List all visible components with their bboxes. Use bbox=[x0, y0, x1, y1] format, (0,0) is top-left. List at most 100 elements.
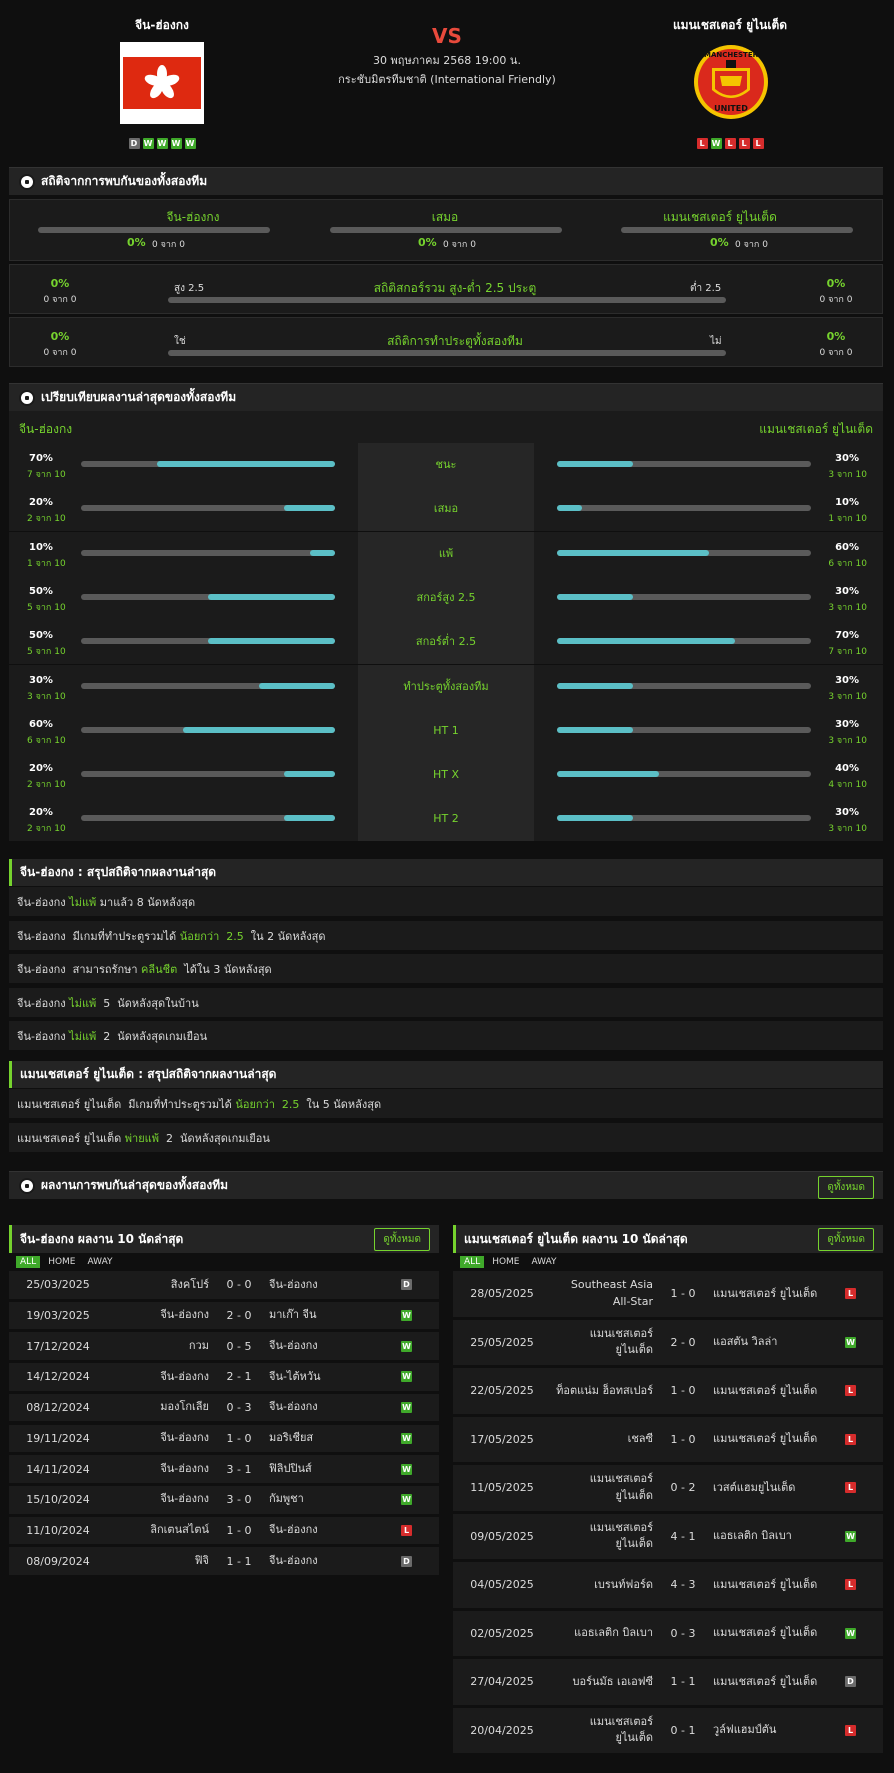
match-row[interactable]: 20/04/2025 แมนเชสเตอร์ ยูไนเต็ด 0 - 1 วูล์ฟ… bbox=[453, 1707, 883, 1755]
match-row[interactable]: 22/05/2025 ท็อตแน่ม ฮ็อทสเปอร์ 1 - 0 แมนเชส… bbox=[453, 1368, 883, 1416]
summary-text: จีน-ฮ่องกง bbox=[17, 996, 70, 1010]
match-away-team: จีน-ฮ่องกง bbox=[269, 1338, 318, 1352]
h2h-home-pct: 0% bbox=[127, 236, 146, 249]
match-row[interactable]: 27/04/2025 บอร์นมัธ เอเอฟซี 1 - 1 แมนเชสเตอ… bbox=[453, 1659, 883, 1707]
crest-text-top: MANCHESTER bbox=[704, 51, 759, 59]
match-result: W bbox=[401, 1302, 412, 1330]
match-result: W bbox=[845, 1514, 856, 1560]
match-away-team: ฟิลิปปินส์ bbox=[269, 1461, 312, 1475]
match-row[interactable]: 17/12/2024 กวม 0 - 5 จีน-ฮ่องกง W bbox=[9, 1332, 439, 1363]
ou-right-pct: 0% bbox=[826, 277, 846, 290]
compare-label: สกอร์สูง 2.5 bbox=[358, 575, 534, 620]
competition-name: กระชับมิตรทีมชาติ (International Friendl… bbox=[338, 73, 556, 86]
match-score: 1 - 0 bbox=[226, 1431, 252, 1445]
away-team-logo[interactable]: MANCHESTER UNITED bbox=[690, 40, 772, 124]
home-team-name[interactable]: จีน-ฮ่องกง bbox=[135, 18, 189, 32]
tab-away[interactable]: AWAY bbox=[87, 1257, 113, 1267]
match-date: 25/03/2025 bbox=[26, 1278, 90, 1292]
compare-away-cell: 40% 4 จาก 10 bbox=[534, 753, 883, 798]
tab-home[interactable]: HOME bbox=[48, 1257, 76, 1267]
result-badge: L bbox=[845, 1433, 856, 1445]
match-row[interactable]: 15/10/2024 จีน-ฮ่องกง 3 - 0 กัมพูชา W bbox=[9, 1485, 439, 1516]
h2h-home-label: จีน-ฮ่องกง bbox=[166, 210, 220, 224]
result-badge: L bbox=[845, 1385, 856, 1397]
match-row[interactable]: 04/05/2025 เบรนท์ฟอร์ด 4 - 3 แมนเชสเตอร์ ยู… bbox=[453, 1562, 883, 1610]
home-view-all-button[interactable]: ดูทั้งหมด bbox=[374, 1228, 430, 1251]
tab-away[interactable]: AWAY bbox=[531, 1257, 557, 1267]
summary-text: จีน-ฮ่องกง มีเกมที่ทำประตูรวมได้ bbox=[17, 929, 180, 943]
compare-home-cell: 70% 7 จาก 10 bbox=[9, 443, 358, 487]
match-date: 09/05/2025 bbox=[470, 1529, 534, 1543]
match-home-team: จีน-ฮ่องกง bbox=[160, 1492, 209, 1506]
match-result: L bbox=[845, 1562, 856, 1608]
btts-left-label: ใช่ bbox=[174, 336, 186, 347]
compare-away-bar bbox=[557, 638, 811, 645]
compare-away-pct: 30% bbox=[835, 807, 859, 819]
form-badge: W bbox=[156, 138, 168, 149]
compare-away-pct: 30% bbox=[835, 453, 859, 464]
h2h-title: สถิติจากการพบกันของทั้งสองทีม bbox=[41, 174, 208, 188]
match-row[interactable]: 19/03/2025 จีน-ฮ่องกง 2 - 0 มาเก๊า จีน W bbox=[9, 1301, 439, 1332]
tab-all[interactable]: ALL bbox=[16, 1256, 41, 1268]
compare-home-sub: 7 จาก 10 bbox=[27, 470, 66, 480]
match-score: 4 - 1 bbox=[670, 1529, 696, 1543]
form-badge: D bbox=[128, 138, 140, 149]
tab-home[interactable]: HOME bbox=[492, 1257, 520, 1267]
hk-flag-icon bbox=[123, 57, 201, 109]
match-row[interactable]: 25/03/2025 สิงคโปร์ 0 - 0 จีน-ฮ่องกง D bbox=[9, 1271, 439, 1301]
match-row[interactable]: 11/05/2025 แมนเชสเตอร์ ยูไนเต็ด 0 - 2 เวสต์… bbox=[453, 1465, 883, 1513]
match-date: 11/05/2025 bbox=[470, 1481, 534, 1495]
home-recent-title: จีน-ฮ่องกง ผลงาน 10 นัดล่าสุด bbox=[20, 1232, 184, 1246]
tab-all[interactable]: ALL bbox=[460, 1256, 485, 1268]
result-badge: W bbox=[401, 1463, 412, 1475]
compare-row: 20% 2 จาก 10 เสมอ 10% 1 จาก 10 bbox=[9, 487, 883, 532]
result-badge: D bbox=[401, 1555, 412, 1567]
compare-label: เสมอ bbox=[358, 487, 534, 532]
away-team-name[interactable]: แมนเชสเตอร์ ยูไนเต็ด bbox=[672, 18, 788, 32]
match-row[interactable]: 28/05/2025 Southeast Asia All-Star 1 - 0 แม… bbox=[453, 1271, 883, 1319]
match-row[interactable]: 09/05/2025 แมนเชสเตอร์ ยูไนเต็ด 4 - 1 แอธเล… bbox=[453, 1513, 883, 1561]
h2h-away-pct: 0% bbox=[710, 236, 729, 249]
match-row[interactable]: 11/10/2024 ลิกเตนสไตน์ 1 - 0 จีน-ฮ่องกง L bbox=[9, 1516, 439, 1547]
match-result: W bbox=[401, 1332, 412, 1360]
summary-highlight: น้อยกว่า 2.5 bbox=[235, 1098, 300, 1111]
compare-home-pct: 50% bbox=[29, 630, 53, 642]
compare-home-bar-fill bbox=[258, 682, 335, 689]
compare-away-cell: 10% 1 จาก 10 bbox=[534, 487, 883, 532]
match-date: 19/03/2025 bbox=[26, 1309, 90, 1323]
match-datetime: 30 พฤษภาคม 2568 19:00 น. bbox=[373, 54, 521, 67]
compare-away-pct: 30% bbox=[835, 718, 859, 730]
away-view-all-button[interactable]: ดูทั้งหมด bbox=[818, 1228, 874, 1251]
match-result: W bbox=[845, 1611, 856, 1657]
match-row[interactable]: 14/12/2024 จีน-ฮ่องกง 2 - 1 จีน-ไต้หวัน W bbox=[9, 1363, 439, 1393]
match-row[interactable]: 08/12/2024 มองโกเลีย 0 - 3 จีน-ฮ่องกง W bbox=[9, 1393, 439, 1424]
home-summary-header: จีน-ฮ่องกง : สรุปสถิติจากผลงานล่าสุด bbox=[9, 859, 883, 886]
match-row[interactable]: 08/09/2024 ฟิจิ 1 - 1 จีน-ฮ่องกง D bbox=[9, 1547, 439, 1577]
home-team-logo[interactable] bbox=[120, 42, 204, 124]
match-row[interactable]: 19/11/2024 จีน-ฮ่องกง 1 - 0 มอริเชียส W bbox=[9, 1424, 439, 1455]
match-row[interactable]: 14/11/2024 จีน-ฮ่องกง 3 - 1 ฟิลิปปินส์ W bbox=[9, 1455, 439, 1485]
summary-highlight: ไม่แพ้ bbox=[69, 1030, 97, 1044]
ou-right-sub: 0 จาก 0 bbox=[819, 295, 853, 305]
compare-row: 50% 5 จาก 10 สกอร์ต่ำ 2.5 70% 7 จาก 10 bbox=[9, 620, 883, 665]
view-all-button[interactable]: ดูทั้งหมด bbox=[818, 1176, 874, 1199]
match-away-team: แอธเลติก บิลเบา bbox=[713, 1529, 792, 1542]
match-score: 2 - 1 bbox=[226, 1370, 252, 1384]
match-away-team: แมนเชสเตอร์ ยูไนเต็ด bbox=[713, 1383, 818, 1397]
compare-away-cell: 30% 3 จาก 10 bbox=[534, 664, 883, 709]
compare-away-sub: 6 จาก 10 bbox=[828, 558, 867, 569]
compare-team-labels: จีน-ฮ่องกง แมนเชสเตอร์ ยูไนเต็ด bbox=[9, 411, 883, 443]
compare-home-pct: 20% bbox=[29, 807, 53, 819]
match-away-team: แอสตัน วิลล่า bbox=[713, 1335, 778, 1348]
compare-home-bar bbox=[81, 461, 335, 467]
summary-text: ได้ใน 3 นัดหลังสุด bbox=[177, 963, 272, 977]
match-row[interactable]: 17/05/2025 เชลซี 1 - 0 แมนเชสเตอร์ ยูไนเต็ด… bbox=[453, 1416, 883, 1464]
match-row[interactable]: 02/05/2025 แอธเลติก บิลเบา 0 - 3 แมนเชสเตอร… bbox=[453, 1610, 883, 1658]
match-row[interactable]: 25/05/2025 แมนเชสเตอร์ ยูไนเต็ด 2 - 0 แอสตั… bbox=[453, 1319, 883, 1367]
compare-away-bar-fill bbox=[557, 771, 659, 778]
match-date: 19/11/2024 bbox=[26, 1431, 90, 1445]
match-away-team: มอริเชียส bbox=[269, 1431, 314, 1445]
away-recent-header: แมนเชสเตอร์ ยูไนเต็ด ผลงาน 10 นัดล่าสุด … bbox=[453, 1225, 883, 1253]
compare-away-cell: 30% 3 จาก 10 bbox=[534, 708, 883, 753]
